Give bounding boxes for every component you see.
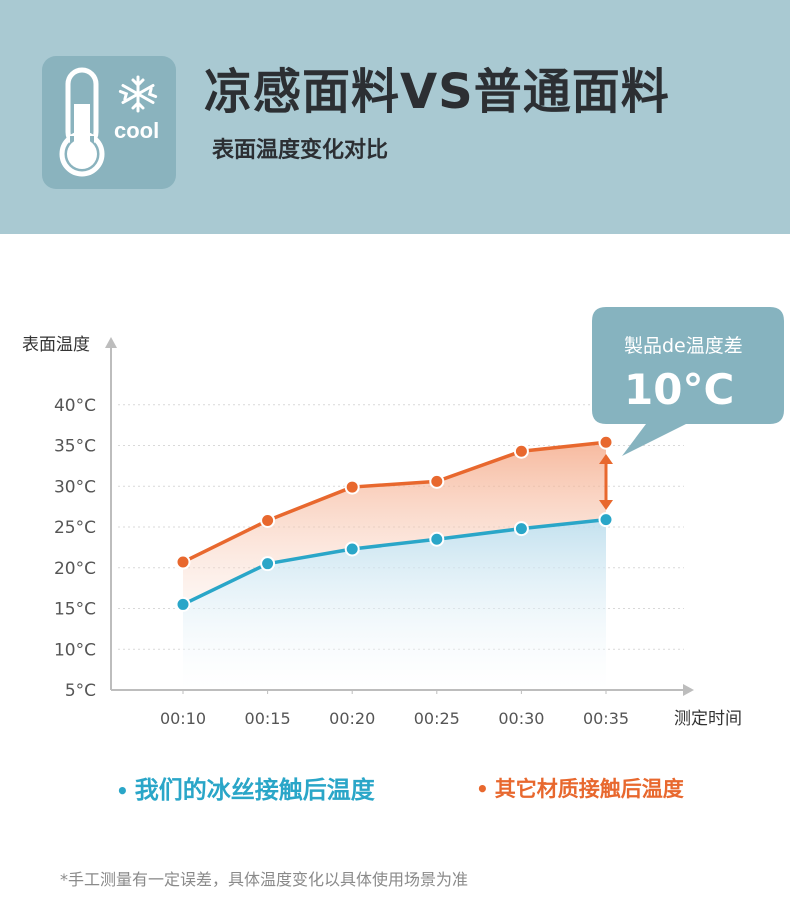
data-point-ours: [598, 512, 614, 528]
temperature-difference-callout: 製品de温度差 10°C: [592, 307, 784, 456]
cool-logo: cool: [42, 56, 176, 189]
y-tick-label: 40°C: [54, 396, 96, 416]
logo-text: cool: [114, 118, 159, 143]
y-tick-label: 10°C: [54, 640, 96, 660]
legend-dot-icon: •: [476, 777, 489, 801]
y-tick-label: 20°C: [54, 559, 96, 579]
temperature-chart: 表面温度 测定时间 5°C 10°C 15°C 20°C 25°C 30°C 35°C 40°…: [22, 307, 784, 729]
legend-label-other: 其它材质接触后温度: [494, 777, 684, 801]
page-subtitle: 表面温度变化对比: [212, 138, 389, 163]
cool-area: [183, 519, 606, 690]
y-tick-label: 5°C: [65, 681, 96, 701]
y-axis-label: 表面温度: [22, 335, 90, 355]
data-point-ours: [175, 596, 191, 612]
page-title: 凉感面料VS普通面料: [204, 64, 670, 120]
x-axis-label: 测定时间: [674, 709, 742, 729]
data-point-ours: [513, 521, 529, 537]
thermometer-icon: cool: [59, 67, 159, 177]
legend-item-ours: • 我们的冰丝接触后温度: [116, 770, 375, 805]
x-tick-label: 00:30: [498, 709, 544, 728]
header-banner: cool 凉感面料VS普通面料 表面温度变化对比: [0, 0, 790, 234]
series-line-ours: [182, 517, 607, 607]
x-tick-label: 00:35: [583, 709, 629, 728]
data-point-other: [175, 554, 191, 570]
y-tick-label: 25°C: [54, 518, 96, 538]
data-point-ours: [344, 541, 360, 557]
data-point-other: [260, 512, 276, 528]
x-tick-label: 00:20: [329, 709, 375, 728]
y-tick-label: 35°C: [54, 437, 96, 457]
snowflake-icon: [118, 75, 158, 113]
callout-label: 製品de温度差: [624, 335, 743, 357]
footnote: *手工测量有一定误差，具体温度变化以具体使用场景为准: [60, 870, 469, 889]
data-point-ours: [260, 556, 276, 572]
x-tick-label: 00:25: [414, 709, 460, 728]
difference-arrow-icon: [599, 454, 613, 510]
difference-area: [183, 442, 606, 605]
y-tick-label: 15°C: [54, 600, 96, 620]
y-axis-arrow-icon: [105, 337, 117, 348]
legend-dot-icon: •: [116, 779, 129, 803]
series-line-other: [182, 440, 607, 564]
x-axis-arrow-icon: [683, 684, 694, 696]
data-point-other: [344, 479, 360, 495]
data-point-other: [598, 434, 614, 450]
legend-label-ours: 我们的冰丝接触后温度: [134, 776, 375, 804]
callout-value: 10°C: [624, 365, 734, 414]
legend-item-other: • 其它材质接触后温度: [476, 773, 684, 803]
data-point-ours: [429, 531, 445, 547]
x-tick-label: 00:15: [245, 709, 291, 728]
data-point-other: [513, 443, 529, 459]
data-point-other: [429, 473, 445, 489]
y-tick-label: 30°C: [54, 477, 96, 497]
x-tick-label: 00:10: [160, 709, 206, 728]
